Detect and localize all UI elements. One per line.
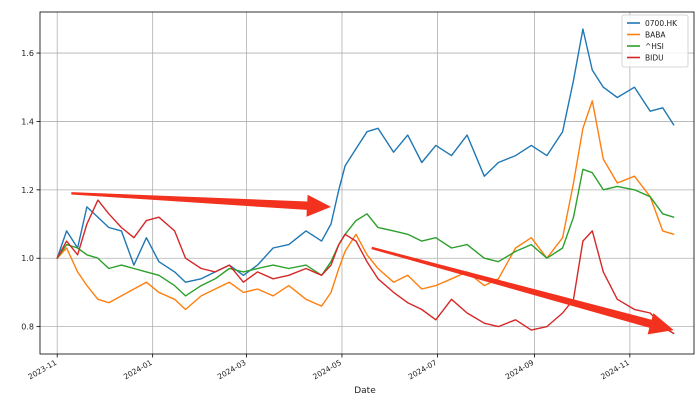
series-line-baba (56, 100, 675, 311)
y-axis: 0.8 1.0 1.2 1.4 1.6 (21, 49, 40, 332)
y-tick-label: 1.4 (21, 117, 34, 126)
y-tick-label: 0.8 (21, 323, 34, 332)
x-tick-label: 2024-03 (216, 358, 248, 382)
x-axis: 2023-11 2024-01 2024-03 2024-05 2024-07 2024-… (27, 354, 631, 381)
annotation-arrow-1 (71, 192, 331, 217)
y-tick-label: 1.2 (21, 186, 34, 195)
legend-label: ^HSI (645, 42, 664, 51)
x-tick-label: 2024-01 (122, 358, 154, 382)
legend-box (621, 14, 689, 68)
series-line-bidu (56, 199, 675, 335)
x-tick-label: 2024-09 (504, 358, 536, 382)
x-tick-label: 2024-07 (407, 358, 439, 382)
annotation-arrow-2 (371, 246, 674, 335)
y-tick-label: 1.6 (21, 49, 34, 58)
legend-label: 0700.HK (645, 19, 678, 28)
x-tick-label: 2023-11 (27, 358, 59, 382)
series-layer (56, 28, 675, 335)
series-line-0700hk (56, 28, 675, 283)
series-line-hsi (56, 168, 675, 297)
legend-label: BABA (645, 31, 666, 40)
legend: 0700.HK BABA ^HSI BIDU (621, 14, 689, 68)
x-axis-label: Date (354, 386, 376, 396)
annotation-layer (71, 192, 674, 335)
x-tick-label: 2024-11 (599, 358, 631, 382)
y-tick-label: 1.0 (21, 254, 34, 263)
x-tick-label: 2024-05 (311, 358, 343, 382)
legend-label: BIDU (645, 54, 664, 63)
grid (40, 12, 694, 354)
plot-area (40, 12, 694, 354)
plot-frame (39, 11, 695, 355)
